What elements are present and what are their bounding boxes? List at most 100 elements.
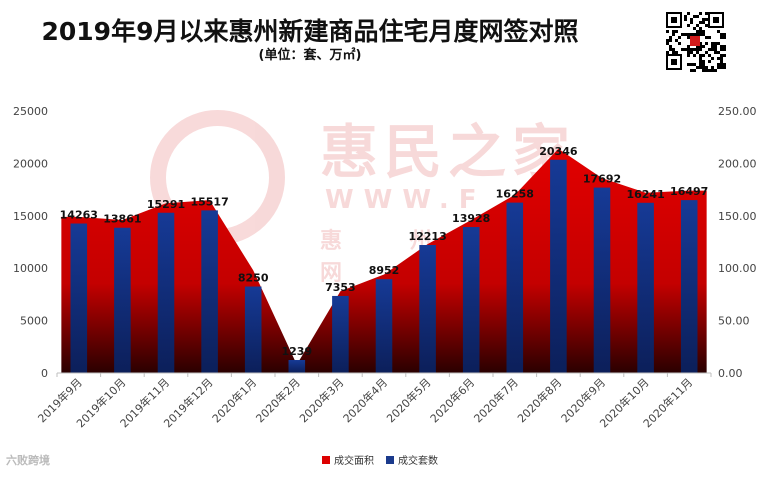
qr-module	[666, 39, 669, 42]
qr-module	[717, 63, 720, 66]
x-tick-label: 2020年5月	[384, 375, 434, 425]
x-tick-label: 2020年6月	[427, 375, 477, 425]
qr-module	[711, 66, 714, 69]
qr-module	[708, 69, 711, 72]
bar	[244, 286, 262, 373]
qr-module	[690, 21, 693, 24]
qr-module	[684, 48, 687, 51]
qr-module	[681, 33, 684, 36]
brand-bottom-left: 六败跨境	[6, 454, 50, 467]
bar	[114, 227, 131, 373]
qr-module	[705, 42, 708, 45]
qr-module	[708, 54, 711, 57]
qr-module	[672, 30, 675, 33]
data-label: 13928	[452, 212, 490, 225]
qr-module	[693, 69, 696, 72]
area-series-fill	[61, 148, 707, 373]
qr-module	[696, 66, 699, 69]
y-left-tick-label: 10000	[13, 262, 48, 275]
data-label: 16258	[496, 188, 534, 201]
qr-module	[714, 48, 717, 51]
qr-module	[720, 66, 723, 69]
qr-module	[690, 18, 693, 21]
bar	[419, 245, 436, 373]
qr-module	[687, 45, 690, 48]
qr-module	[671, 17, 677, 23]
qr-module	[671, 59, 677, 65]
qr-module	[723, 54, 726, 57]
qr-module	[675, 30, 678, 33]
bar	[506, 202, 524, 373]
qr-module	[720, 54, 723, 57]
qr-module	[699, 48, 702, 51]
qr-module	[690, 63, 693, 66]
qr-module	[723, 63, 726, 66]
y-right-tick-label: 250.00	[718, 105, 757, 118]
qr-module	[720, 57, 723, 60]
qr-module	[669, 48, 672, 51]
data-label: 7353	[325, 281, 356, 294]
y-left-tick-label: 5000	[20, 315, 48, 328]
qr-module	[708, 60, 711, 63]
qr-module	[666, 51, 669, 54]
qr-module	[714, 42, 717, 45]
qr-module	[717, 51, 720, 54]
qr-module	[723, 45, 726, 48]
data-label: 13861	[103, 213, 141, 226]
qr-module	[705, 18, 708, 21]
qr-module	[717, 42, 720, 45]
x-tick-label: 2020年7月	[471, 375, 521, 425]
qr-module	[675, 51, 678, 54]
data-label: 16241	[626, 188, 664, 201]
qr-module	[699, 60, 702, 63]
qr-module	[696, 15, 699, 18]
qr-module	[687, 63, 690, 66]
qr-module	[702, 63, 705, 66]
qr-module	[672, 33, 675, 36]
qr-module	[717, 66, 720, 69]
qr-module	[699, 63, 702, 66]
qr-module	[690, 48, 693, 51]
qr-module	[720, 60, 723, 63]
qr-module	[702, 69, 705, 72]
qr-module	[705, 51, 708, 54]
qr-module	[711, 42, 714, 45]
legend-item-units: 成交套数	[386, 452, 438, 467]
qr-module	[675, 39, 678, 42]
qr-module	[687, 54, 690, 57]
data-label: 20346	[539, 145, 578, 158]
qr-module	[702, 45, 705, 48]
data-label: 14263	[60, 209, 98, 222]
x-tick-label: 2020年8月	[514, 375, 564, 425]
qr-module	[702, 54, 705, 57]
qr-module	[711, 45, 714, 48]
qr-module	[720, 33, 723, 36]
qr-module	[699, 54, 702, 57]
y-left-tick-label: 25000	[13, 105, 48, 118]
qr-module	[687, 12, 690, 15]
qr-module	[723, 36, 726, 39]
qr-module	[696, 33, 699, 36]
qr-module	[699, 30, 702, 33]
qr-module	[699, 27, 702, 30]
qr-module	[720, 63, 723, 66]
qr-module	[702, 66, 705, 69]
qr-module	[696, 24, 699, 27]
qr-module	[672, 51, 675, 54]
qr-module	[666, 30, 669, 33]
qr-module	[693, 27, 696, 30]
x-tick-label: 2020年1月	[209, 375, 259, 425]
qr-module	[693, 63, 696, 66]
y-left-tick-label: 0	[41, 367, 48, 380]
chart-title: 2019年9月以来惠州新建商品住宅月度网签对照	[41, 17, 579, 46]
qr-module	[669, 39, 672, 42]
bar	[201, 210, 218, 373]
y-right-tick-label: 50.00	[718, 315, 750, 328]
qr-module	[699, 33, 702, 36]
qr-module	[711, 48, 714, 51]
data-label: 1239	[281, 345, 312, 358]
qr-module	[690, 69, 693, 72]
qr-module	[669, 45, 672, 48]
qr-module	[684, 33, 687, 36]
bar	[637, 202, 654, 373]
